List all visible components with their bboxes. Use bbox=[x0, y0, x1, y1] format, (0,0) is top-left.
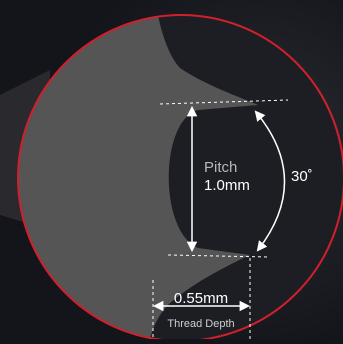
depth-value: 0.55mm bbox=[174, 290, 228, 307]
thread-profile-shape bbox=[18, 15, 258, 339]
pitch-value: 1.0mm bbox=[204, 177, 250, 194]
angle-label: 30˚ bbox=[291, 168, 313, 185]
bottom-crest-line bbox=[167, 254, 269, 258]
pitch-label: Pitch bbox=[204, 159, 237, 176]
angle-arc bbox=[254, 110, 286, 252]
depth-label: Thread Depth bbox=[167, 318, 234, 330]
